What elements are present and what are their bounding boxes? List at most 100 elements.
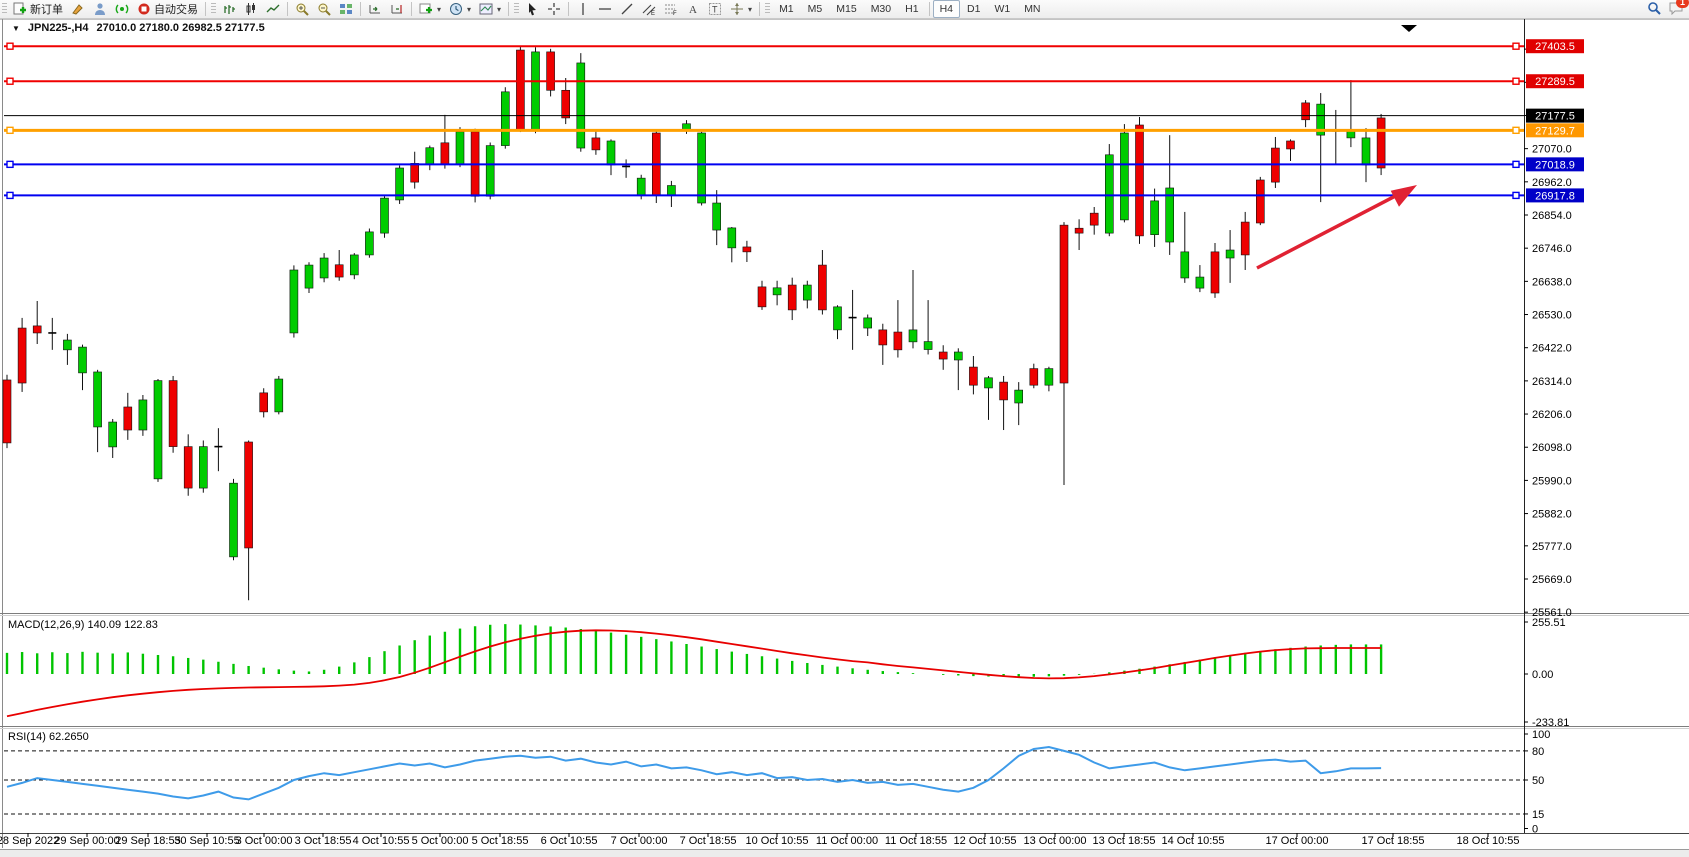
text-tool[interactable]: A xyxy=(682,1,704,18)
x-axis-label: 6 Oct 10:55 xyxy=(541,835,598,847)
down-triangle-marker[interactable] xyxy=(1401,25,1417,32)
zoom-in-icon xyxy=(295,2,309,16)
label-tool[interactable]: T xyxy=(704,1,726,18)
candle xyxy=(878,323,888,365)
x-axis-label: 29 Sep 00:00 xyxy=(54,835,119,847)
timeframe-H4[interactable]: H4 xyxy=(932,0,960,18)
trend-arrow[interactable] xyxy=(1256,190,1404,270)
line-handle[interactable] xyxy=(6,42,14,50)
candle xyxy=(908,269,918,349)
candle xyxy=(923,300,933,355)
line-handle[interactable] xyxy=(1512,160,1520,169)
chevron-down-icon[interactable]: ▼ xyxy=(12,23,20,33)
templates-dropdown[interactable]: ▾ xyxy=(475,1,505,18)
new-order-label: 新订单 xyxy=(30,4,63,16)
trend-arrow-head[interactable] xyxy=(1390,179,1422,207)
candle xyxy=(1240,211,1250,270)
line-chart-button[interactable] xyxy=(262,1,284,18)
timeframe-W1[interactable]: W1 xyxy=(994,3,1011,15)
chart-shift-button[interactable] xyxy=(386,1,408,18)
trendline-tool[interactable] xyxy=(616,1,638,18)
candle xyxy=(833,305,842,340)
ohlc-values: 27010.0 27180.0 26982.5 27177.5 xyxy=(96,22,265,34)
chart-background xyxy=(0,18,1689,849)
signals-button[interactable] xyxy=(111,1,133,18)
candle xyxy=(244,440,253,601)
new-order-button[interactable]: 新订单 xyxy=(9,1,67,18)
candle xyxy=(863,314,873,337)
candle xyxy=(78,344,87,391)
zoom-out-button[interactable] xyxy=(313,1,335,18)
line-handle[interactable] xyxy=(6,126,14,135)
y-axis-label: 25669.0 xyxy=(1532,574,1572,586)
periods-dropdown[interactable]: ▾ xyxy=(445,1,475,18)
timeframe-H1[interactable]: H1 xyxy=(905,3,919,15)
marker-button[interactable] xyxy=(67,1,89,18)
line-handle[interactable] xyxy=(1512,126,1520,135)
timeframe-D1[interactable]: D1 xyxy=(967,3,981,15)
candle xyxy=(576,53,586,152)
timeframe-M30[interactable]: M30 xyxy=(870,3,892,15)
line-handle[interactable] xyxy=(6,77,14,85)
candle xyxy=(334,250,344,281)
y-axis-label: 27070.0 xyxy=(1532,144,1572,156)
candle xyxy=(772,280,782,306)
line-handle[interactable] xyxy=(6,191,14,200)
notifications-button[interactable]: 1 xyxy=(1669,0,1689,18)
candle xyxy=(953,348,963,391)
timeframe-M5[interactable]: M5 xyxy=(807,3,823,15)
candle xyxy=(1120,124,1129,223)
bar-chart-button[interactable] xyxy=(218,1,240,18)
candle xyxy=(304,262,314,294)
auto-trading-button[interactable]: 自动交易 xyxy=(133,1,202,18)
timeframe-M15[interactable]: M15 xyxy=(836,3,857,15)
svg-text:T: T xyxy=(712,5,718,15)
y-axis-label: 26098.0 xyxy=(1532,442,1572,454)
arrows-dropdown[interactable]: ▾ xyxy=(726,1,756,18)
channel-tool[interactable]: E xyxy=(638,1,660,18)
line-handle[interactable] xyxy=(6,160,14,169)
vertical-line-tool[interactable] xyxy=(572,1,594,18)
line-handle[interactable] xyxy=(1512,77,1520,85)
crosshair-tool[interactable] xyxy=(543,1,565,18)
candle xyxy=(1256,176,1265,226)
cursor-tool[interactable] xyxy=(521,1,543,18)
zoom-in-button[interactable] xyxy=(291,1,313,18)
price-badge xyxy=(1526,157,1584,172)
candle xyxy=(17,317,27,392)
indicators-dropdown[interactable]: ▾ xyxy=(415,1,445,18)
candlestick-button[interactable] xyxy=(240,1,262,18)
x-axis-label: 3 Oct 00:00 xyxy=(236,835,293,847)
y-axis-label: 25561.0 xyxy=(1532,607,1572,619)
tile-windows-button[interactable] xyxy=(335,1,357,18)
macd-axis-label: -233.81 xyxy=(1532,717,1569,729)
horizontal-line-icon xyxy=(598,2,612,16)
line-handle[interactable] xyxy=(1512,42,1520,50)
templates-icon xyxy=(479,2,493,16)
horizontal-line-tool[interactable] xyxy=(594,1,616,18)
candle xyxy=(1150,188,1159,247)
chart-title: ▼ JPN225-,H4 27010.0 27180.0 26982.5 271… xyxy=(12,22,265,34)
line-handle[interactable] xyxy=(1512,191,1520,200)
search-button[interactable] xyxy=(1647,1,1661,18)
candle xyxy=(848,289,857,350)
candle xyxy=(1059,222,1069,486)
candle xyxy=(1089,207,1099,235)
line-chart-icon xyxy=(266,2,280,16)
candle xyxy=(229,478,238,561)
fibonacci-tool[interactable]: F xyxy=(660,1,682,18)
candle xyxy=(1014,382,1024,426)
x-axis-label: 10 Oct 10:55 xyxy=(746,835,809,847)
timeframe-M1[interactable]: M1 xyxy=(779,3,794,15)
timeframe-MN[interactable]: MN xyxy=(1024,3,1041,15)
svg-text:F: F xyxy=(673,11,677,16)
fibonacci-icon: F xyxy=(664,2,678,16)
x-axis-label: 17 Oct 00:00 xyxy=(1266,835,1329,847)
candle xyxy=(1195,265,1205,293)
price-badge xyxy=(1526,74,1584,89)
toolbar-grip[interactable] xyxy=(2,3,7,15)
auto-scroll-button[interactable] xyxy=(364,1,386,18)
experts-button[interactable] xyxy=(89,1,111,18)
